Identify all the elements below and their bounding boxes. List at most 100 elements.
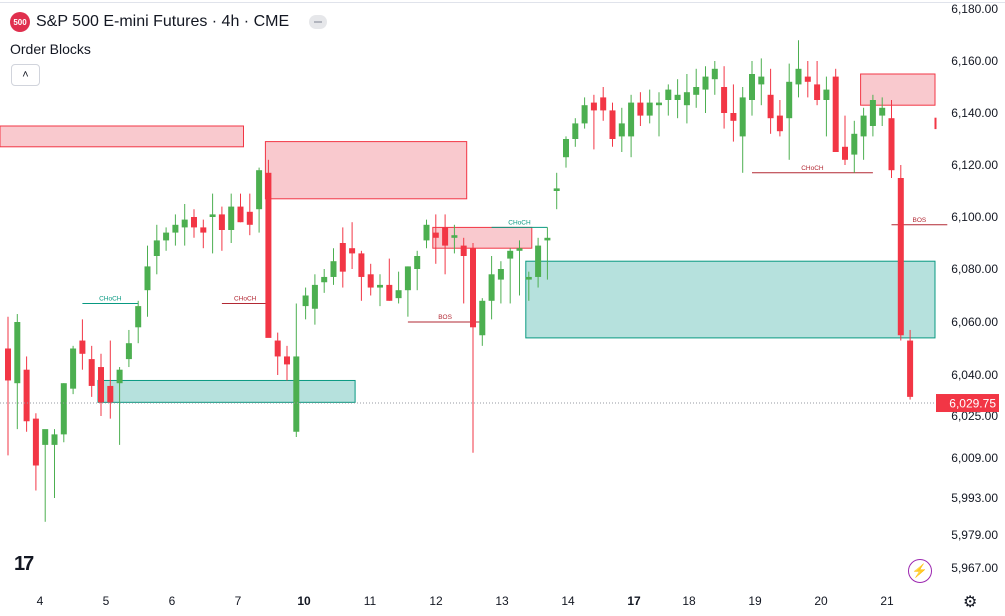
candle[interactable] (609, 102, 616, 147)
candle[interactable] (739, 87, 746, 173)
candle[interactable] (637, 92, 644, 126)
candle[interactable] (618, 107, 625, 152)
candle[interactable] (144, 245, 151, 317)
candle[interactable] (730, 84, 737, 142)
candle[interactable] (60, 383, 67, 443)
candle[interactable] (79, 319, 86, 370)
candle[interactable] (228, 193, 235, 243)
candle[interactable] (786, 63, 793, 160)
candle[interactable] (721, 66, 728, 129)
candle[interactable] (14, 314, 21, 430)
candle[interactable] (153, 224, 160, 275)
candle[interactable] (311, 274, 318, 325)
candles-layer[interactable] (5, 40, 914, 522)
candle[interactable] (432, 214, 439, 264)
candle[interactable] (321, 269, 328, 293)
candle[interactable] (563, 136, 569, 168)
candle[interactable] (749, 61, 755, 116)
minus-icon[interactable] (309, 15, 328, 29)
candle[interactable] (209, 193, 216, 254)
candle[interactable] (404, 266, 411, 317)
candle[interactable] (237, 193, 244, 223)
chevron-up-icon[interactable]: ˄ (11, 64, 40, 86)
candle[interactable] (246, 193, 253, 236)
candle[interactable] (116, 367, 123, 445)
candle[interactable] (367, 263, 374, 296)
candle[interactable] (600, 87, 607, 121)
candle[interactable] (70, 345, 77, 395)
candle[interactable] (702, 66, 709, 113)
candle[interactable] (451, 224, 458, 254)
candle[interactable] (656, 92, 662, 137)
candle[interactable] (358, 250, 365, 301)
candle[interactable] (265, 159, 272, 338)
candle[interactable] (832, 68, 839, 152)
candle[interactable] (460, 237, 467, 304)
candle[interactable] (274, 332, 281, 375)
candle[interactable] (767, 68, 774, 134)
candle[interactable] (758, 58, 765, 106)
candle[interactable] (88, 345, 95, 397)
candle[interactable] (386, 258, 393, 301)
candle[interactable] (42, 429, 49, 522)
candle[interactable] (256, 167, 263, 233)
symbol-badge[interactable]: 500 (10, 12, 30, 32)
candle[interactable] (330, 248, 337, 285)
candle[interactable] (414, 250, 421, 291)
gear-icon[interactable]: ⚙ (963, 594, 978, 611)
time-axis[interactable]: 4 5 6 7 10 11 12 13 14 17 18 19 20 21 (37, 594, 894, 608)
candle[interactable] (293, 303, 300, 437)
candle[interactable] (628, 94, 635, 158)
candle[interactable] (5, 316, 11, 456)
candle[interactable] (869, 94, 876, 137)
candle[interactable] (860, 107, 867, 160)
candle[interactable] (107, 340, 114, 419)
candle[interactable] (842, 115, 848, 165)
candle[interactable] (200, 219, 207, 249)
candle[interactable] (525, 271, 532, 301)
candle[interactable] (284, 345, 290, 381)
candle[interactable] (507, 248, 514, 304)
candle[interactable] (172, 214, 179, 246)
candle[interactable] (888, 100, 895, 178)
candle[interactable] (823, 76, 830, 137)
candle[interactable] (581, 97, 588, 129)
candle[interactable] (497, 261, 504, 304)
last-price-label[interactable]: 6,029.75 (949, 397, 996, 411)
candle[interactable] (795, 40, 802, 98)
candle[interactable] (349, 222, 356, 269)
candle[interactable] (23, 356, 30, 432)
candle[interactable] (553, 172, 560, 210)
candle[interactable] (683, 74, 690, 124)
candle[interactable] (423, 219, 430, 249)
candle[interactable] (535, 237, 542, 288)
candle[interactable] (191, 209, 197, 238)
candle[interactable] (98, 353, 104, 416)
candle[interactable] (814, 61, 821, 106)
indicator-name[interactable]: Order Blocks (10, 41, 91, 57)
candle[interactable] (125, 329, 132, 368)
symbol-title[interactable]: S&P 500 E-mini Futures · 4h · CME (36, 13, 290, 30)
candle[interactable] (646, 89, 653, 124)
candle[interactable] (395, 271, 402, 304)
candle[interactable] (665, 84, 672, 116)
candle[interactable] (302, 287, 309, 320)
candle[interactable] (907, 329, 914, 400)
candle[interactable] (879, 97, 886, 126)
candle[interactable] (218, 206, 225, 251)
candle[interactable] (181, 204, 188, 246)
candle[interactable] (804, 61, 811, 98)
candle[interactable] (51, 429, 58, 498)
candle[interactable] (711, 61, 718, 95)
candle[interactable] (377, 274, 383, 307)
candle[interactable] (851, 120, 858, 173)
candle[interactable] (163, 227, 170, 251)
candle[interactable] (135, 300, 142, 344)
candle[interactable] (590, 94, 597, 150)
candle[interactable] (442, 214, 449, 275)
candle[interactable] (544, 227, 551, 280)
candle[interactable] (572, 118, 579, 147)
candle[interactable] (674, 79, 681, 119)
candle[interactable] (776, 100, 783, 137)
